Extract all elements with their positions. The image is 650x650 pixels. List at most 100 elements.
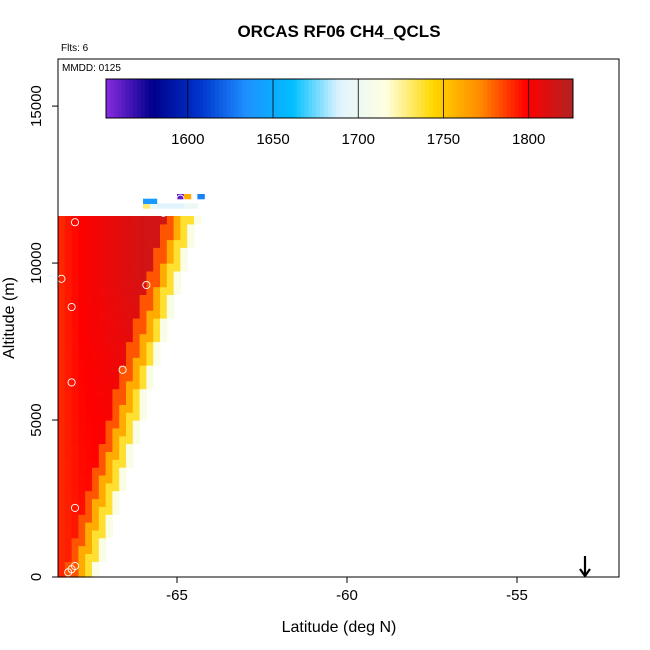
colorbar-segment (109, 79, 115, 118)
heatmap-cell (78, 467, 86, 476)
heatmap-cell (180, 247, 188, 256)
colorbar-tick-label: 1700 (342, 131, 375, 148)
heatmap-cell (58, 325, 66, 335)
heatmap-cell (146, 365, 154, 374)
heatmap-cell (132, 333, 141, 343)
heatmap-cell (126, 420, 134, 429)
heatmap-cell (58, 396, 66, 405)
heatmap-cell (98, 396, 107, 405)
colorbar-segment (160, 79, 165, 118)
heatmap-cell (132, 412, 141, 421)
heatmap-cell (92, 435, 100, 445)
heatmap-cell (92, 270, 100, 280)
heatmap-cell (64, 475, 73, 484)
colorbar-tick-label: 1750 (427, 131, 460, 148)
heatmap-cell (78, 270, 86, 280)
heatmap-cell (132, 318, 141, 327)
heatmap-cell (71, 349, 79, 358)
y-tick-label: 5000 (28, 403, 45, 436)
colorbar-segment (483, 79, 488, 118)
colorbar-segment (545, 79, 551, 118)
heatmap-cell (98, 294, 107, 303)
heatmap-cell (92, 255, 100, 264)
heatmap-cell (85, 529, 93, 539)
heatmap-cell (78, 223, 86, 233)
heatmap-cell (78, 302, 86, 311)
heatmap-cell (78, 475, 86, 484)
heatmap-cell (187, 239, 195, 248)
heatmap-cell (126, 286, 134, 295)
heatmap-cell (166, 247, 175, 256)
heatmap-cell (92, 239, 100, 248)
heatmap-cell (78, 482, 86, 492)
heatmap-cell (105, 420, 113, 429)
heatmap-cell (98, 514, 107, 523)
heatmap-cell (132, 372, 141, 382)
colorbar-segment (183, 79, 189, 118)
heatmap-cell (64, 412, 73, 421)
heatmap-cell (163, 203, 171, 209)
heatmap-cell (126, 325, 134, 335)
heatmap-cell (58, 420, 66, 429)
heatmap-cell (98, 522, 107, 531)
heatmap-cell (92, 569, 100, 578)
heatmap-cell (160, 294, 168, 303)
colorbar-segment (506, 79, 512, 118)
heatmap-cell (64, 302, 73, 311)
heatmap-cell (146, 310, 154, 319)
heatmap-cell (92, 216, 100, 225)
colorbar-segment (347, 79, 352, 118)
heatmap-cell (85, 333, 93, 343)
x-axis-label: Latitude (deg N) (282, 619, 397, 636)
colorbar-segment (491, 79, 496, 118)
heatmap-cell (132, 380, 141, 390)
heatmap-cell (71, 506, 79, 515)
colorbar-segment (471, 79, 477, 118)
heatmap-cell (156, 203, 164, 209)
heatmap-cell (98, 451, 107, 460)
heatmap-cell (58, 341, 66, 350)
heatmap-cell (132, 357, 141, 366)
heatmap-cell (78, 278, 86, 288)
heatmap-cell (119, 372, 127, 382)
heatmap-cell (173, 223, 181, 233)
heatmap-cell (126, 310, 134, 319)
heatmap-cell (64, 388, 73, 397)
heatmap-cell (98, 498, 107, 507)
observation-point (118, 365, 127, 374)
heatmap-cell (85, 506, 93, 515)
heatmap-cell (126, 216, 134, 225)
heatmap-cell (160, 310, 168, 319)
heatmap-cell (92, 341, 100, 350)
heatmap-cell (146, 255, 154, 264)
heatmap-cell (98, 365, 107, 374)
heatmap-cell (92, 459, 100, 468)
heatmap-cell (85, 514, 93, 523)
heatmap-cell (194, 216, 202, 225)
heatmap-cell (112, 435, 120, 445)
heatmap-cell (112, 451, 120, 460)
y-tick-label: 0 (28, 573, 45, 581)
heatmap-cell (78, 514, 86, 523)
heatmap-cell (64, 467, 73, 476)
heatmap-cell (58, 553, 66, 562)
heatmap-cell (58, 247, 66, 256)
colorbar-segment (378, 79, 383, 118)
colorbar-segment (464, 79, 469, 118)
flight-direction-arrow (579, 556, 591, 578)
heatmap-cell (58, 365, 66, 374)
colorbar-segment (436, 79, 442, 118)
heatmap-cell (58, 467, 66, 476)
heatmap-cell (85, 420, 93, 429)
heatmap-cell (119, 341, 127, 350)
heatmap-cell (139, 263, 147, 272)
heatmap-cell (92, 545, 100, 554)
heatmap-cell (98, 537, 107, 547)
heatmap-cell (92, 514, 100, 523)
heatmap-cell (64, 435, 73, 445)
colorbar-segment (452, 79, 457, 118)
heatmap-cell (112, 325, 120, 335)
colorbar-segment (514, 79, 520, 118)
heatmap-cell (132, 427, 141, 437)
heatmap-cell (64, 357, 73, 366)
